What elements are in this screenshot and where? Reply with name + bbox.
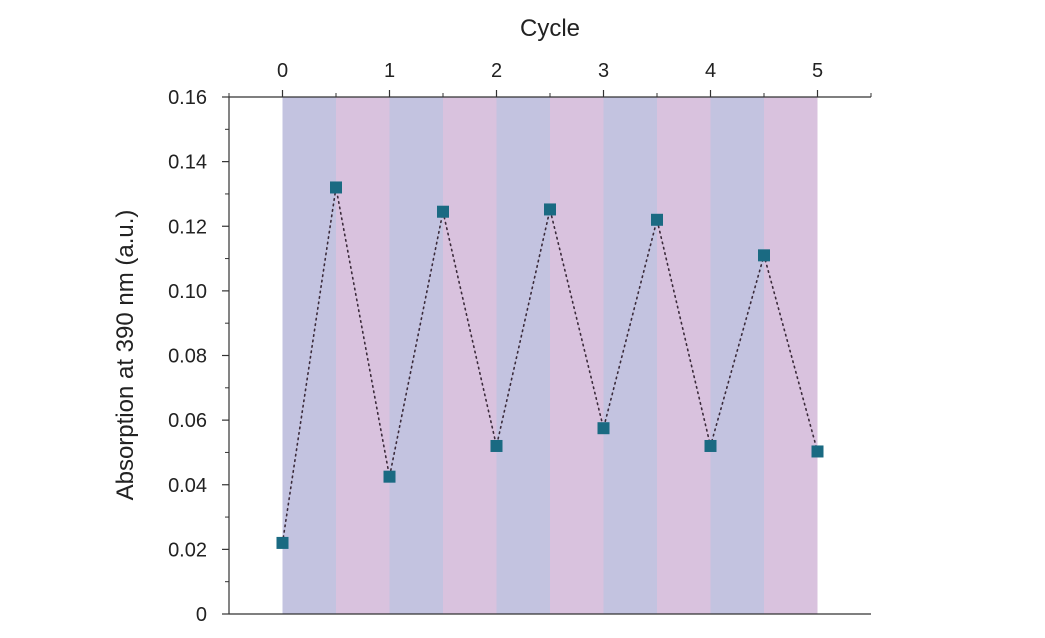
shaded-band-2 (389, 97, 443, 614)
shaded-band-8 (710, 97, 764, 614)
data-point-0 (276, 536, 289, 549)
shaded-band-7 (657, 97, 711, 614)
data-point-9 (758, 249, 770, 262)
data-point-2 (383, 470, 396, 483)
data-points (276, 181, 824, 549)
y-tick-label-1: 0.02 (168, 539, 207, 561)
x-tick-label-0: 0 (277, 60, 288, 82)
shaded-band-5 (550, 97, 604, 614)
data-point-1 (330, 181, 342, 194)
data-point-3 (437, 205, 449, 218)
x-tick-label-2: 2 (491, 60, 502, 82)
data-point-10 (811, 445, 824, 458)
shaded-band-6 (603, 97, 657, 614)
y-tick-label-7: 0.14 (168, 152, 207, 174)
x-axis-title: Cycle (520, 15, 580, 42)
series-line-0 (281, 187, 819, 544)
y-tick-label-5: 0.10 (168, 281, 207, 303)
x-tick-label-5: 5 (812, 60, 823, 82)
x-tick-label-3: 3 (598, 60, 609, 82)
y-tick-label-2: 0.04 (168, 475, 207, 497)
y-tick-label-6: 0.12 (168, 216, 207, 238)
axes (222, 90, 872, 615)
y-tick-label-0: 0 (196, 604, 207, 626)
x-tick-label-4: 4 (705, 60, 716, 82)
shaded-band-0 (282, 97, 336, 614)
series-line-layer (281, 187, 819, 544)
data-point-5 (544, 203, 556, 216)
data-point-6 (597, 422, 610, 435)
y-tick-label-8: 0.16 (168, 87, 207, 109)
data-point-8 (704, 439, 717, 452)
data-point-7 (651, 213, 663, 226)
shaded-band-4 (496, 97, 550, 614)
shaded-bands (282, 97, 818, 614)
shaded-band-1 (336, 97, 390, 614)
y-tick-label-3: 0.06 (168, 410, 207, 432)
x-tick-label-1: 1 (384, 60, 395, 82)
shaded-band-3 (443, 97, 497, 614)
y-tick-label-4: 0.08 (168, 346, 207, 368)
tick-labels: 0 0.02 0.04 0.06 0.08 0.10 0.12 0.14 0.16 0 1 2 3 4 5 (168, 60, 823, 626)
data-point-4 (490, 439, 503, 452)
y-axis-title: Absorption at 390 nm (a.u.) (112, 210, 139, 501)
